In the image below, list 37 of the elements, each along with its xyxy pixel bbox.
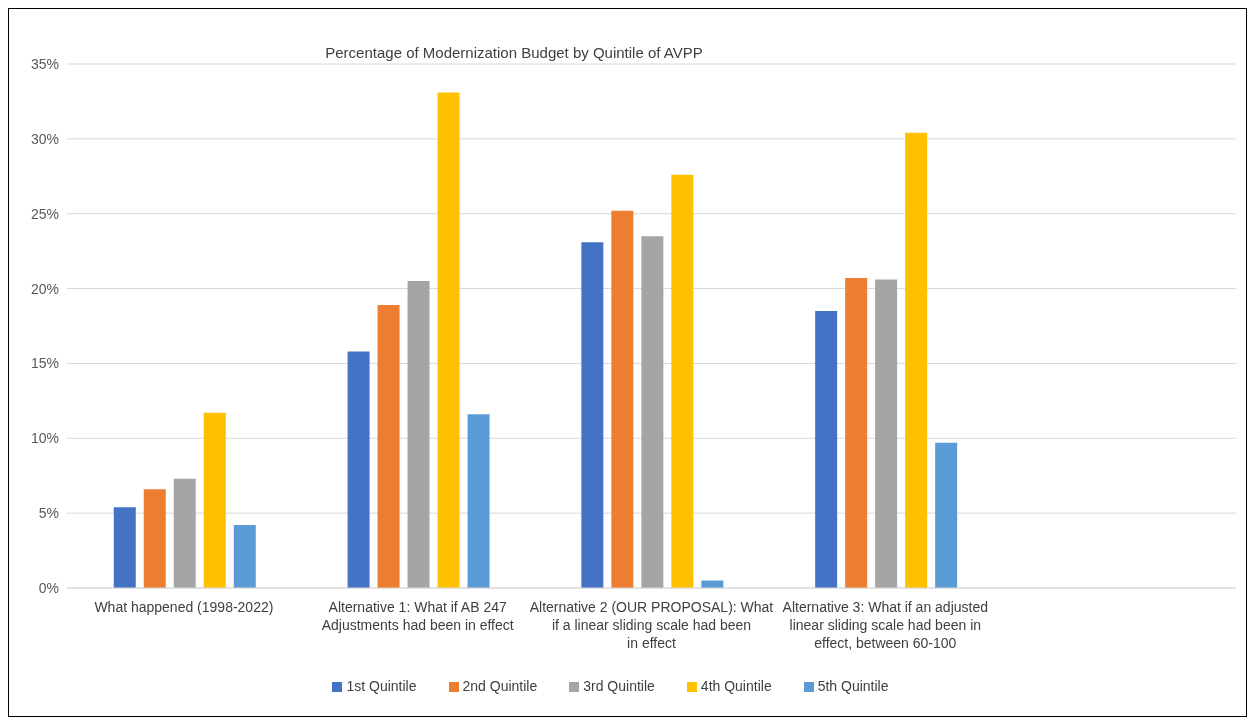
bar: [407, 281, 430, 588]
bar: [815, 311, 838, 588]
y-tick-label: 15%: [30, 355, 59, 372]
bar: [467, 414, 490, 588]
legend-label: 5th Quintile: [817, 678, 889, 694]
bar: [347, 351, 370, 588]
bar: [935, 442, 958, 588]
y-tick-label: 30%: [30, 130, 59, 147]
bar: [611, 210, 634, 588]
x-tick-label: Alternative 3: What if an adjusted linear sliding scale had been in effect, between 60-100: [782, 599, 989, 651]
legend-label: 3rd Quintile: [583, 678, 655, 694]
x-tick-label: What happened (1998-2022): [94, 599, 274, 615]
bar: [905, 132, 928, 588]
bar: [377, 305, 400, 588]
y-tick-label: 10%: [30, 430, 59, 447]
bar: [641, 236, 664, 588]
y-tick-label: 35%: [30, 55, 59, 72]
legend-label: 1st Quintile: [346, 678, 417, 694]
bar: [437, 92, 460, 588]
bar: [113, 507, 136, 588]
bar: [875, 279, 898, 588]
y-tick-label: 0%: [38, 579, 59, 596]
x-tick-label: Alternative 2 (OUR PROPOSAL): What if a linear sliding scale had been in effect: [529, 599, 774, 651]
y-tick-label: 20%: [30, 280, 59, 297]
legend-label: 4th Quintile: [700, 678, 772, 694]
y-tick-label: 5%: [38, 505, 59, 522]
y-tick-label: 25%: [30, 205, 59, 222]
bar: [203, 412, 226, 588]
legend-label: 2nd Quintile: [462, 678, 538, 694]
bar: [845, 278, 868, 588]
bar: [143, 489, 166, 588]
bar: [173, 478, 196, 588]
bar: [671, 174, 694, 588]
x-tick-label: Alternative 1: What if AB 247 Adjustments had been in effect: [321, 599, 514, 633]
bar: [233, 525, 256, 588]
chart-title: Percentage of Modernization Budget by Quintile of AVPP: [324, 44, 704, 61]
bar: [581, 242, 604, 588]
